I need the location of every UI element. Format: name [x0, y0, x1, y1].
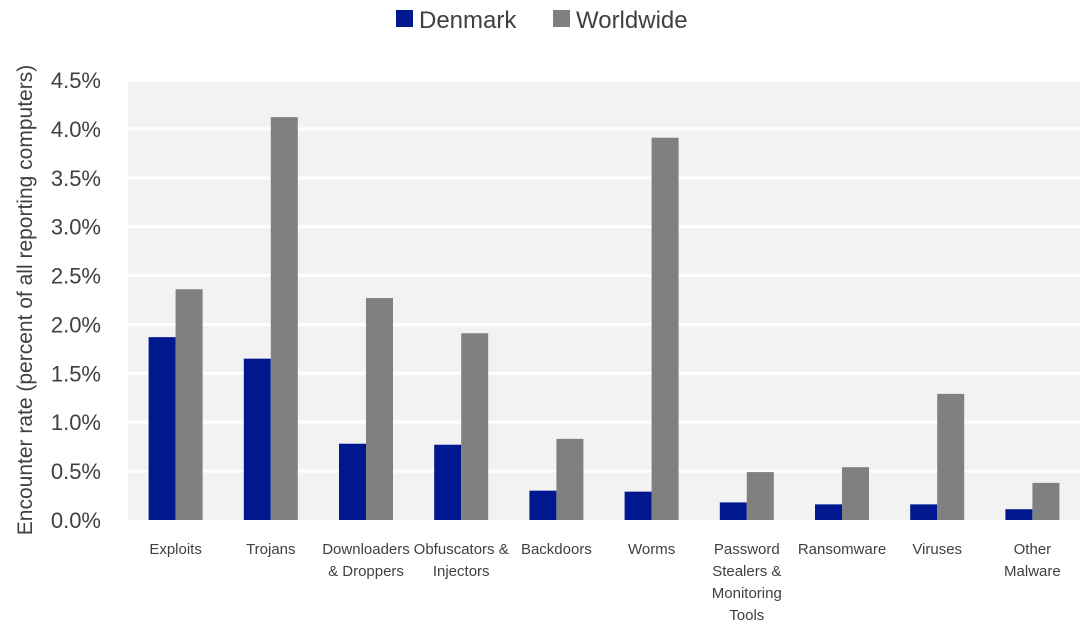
x-tick-label: Downloaders & Droppers	[322, 541, 410, 580]
x-tick-label: Ransomware	[798, 541, 886, 558]
y-tick-label: 3.0%	[51, 215, 101, 240]
bars	[148, 117, 1060, 521]
bar-worldwide	[461, 333, 489, 520]
bar-denmark	[434, 444, 462, 520]
legend-swatch-denmark	[396, 10, 413, 27]
bar-worldwide	[842, 467, 869, 520]
x-tick-label: Exploits	[149, 541, 202, 558]
y-tick-label: 0.5%	[51, 459, 101, 484]
bar-worldwide	[175, 289, 203, 520]
bar-worldwide	[366, 298, 393, 520]
bar-worldwide	[556, 438, 584, 520]
y-axis-ticks: 0.0% 0.5% 1.0% 1.5% 2.0% 2.5% 3.0% 3.5% 4.0% 4.5%	[51, 68, 101, 533]
bar-worldwide	[746, 472, 774, 520]
bar-worldwide	[937, 393, 965, 520]
bar-worldwide	[1032, 482, 1060, 520]
bar-denmark	[243, 358, 271, 520]
legend-label-denmark: Denmark	[419, 7, 517, 34]
x-tick-label: Trojans	[246, 541, 295, 558]
bar-denmark	[624, 491, 652, 520]
y-tick-label: 2.0%	[51, 312, 101, 337]
x-tick-label: Viruses	[912, 541, 962, 558]
y-tick-label: 2.5%	[51, 264, 101, 289]
x-tick-label: Worms	[628, 541, 675, 558]
legend-label-worldwide: Worldwide	[576, 7, 688, 34]
bar-denmark	[339, 443, 366, 520]
y-tick-label: 1.5%	[51, 361, 101, 386]
bar-denmark	[1005, 509, 1033, 520]
x-tick-label: Password Stealers & Monitoring Tools	[712, 541, 782, 624]
y-axis-title: Encounter rate (percent of all reporting…	[14, 65, 37, 535]
bar-denmark	[148, 337, 176, 520]
bar-denmark	[815, 504, 842, 520]
y-tick-label: 4.0%	[51, 117, 101, 142]
legend-swatch-worldwide	[553, 10, 570, 27]
bar-denmark	[719, 502, 747, 520]
y-tick-label: 3.5%	[51, 166, 101, 191]
x-tick-label: Obfuscators & Injectors	[414, 541, 509, 580]
y-tick-label: 4.5%	[51, 68, 101, 93]
x-axis-ticks: Exploits Trojans Downloaders & DroppersObfu…	[149, 541, 1060, 624]
y-tick-label: 1.0%	[51, 410, 101, 435]
x-tick-label: Backdoors	[521, 541, 592, 558]
bar-denmark	[529, 490, 557, 520]
x-tick-label: Other Malware	[1004, 541, 1061, 580]
bar-denmark	[910, 504, 938, 520]
y-tick-label: 0.0%	[51, 508, 101, 533]
bar-worldwide	[270, 117, 298, 521]
bar-worldwide	[651, 137, 679, 520]
legend: Denmark Worldwide	[396, 7, 688, 34]
